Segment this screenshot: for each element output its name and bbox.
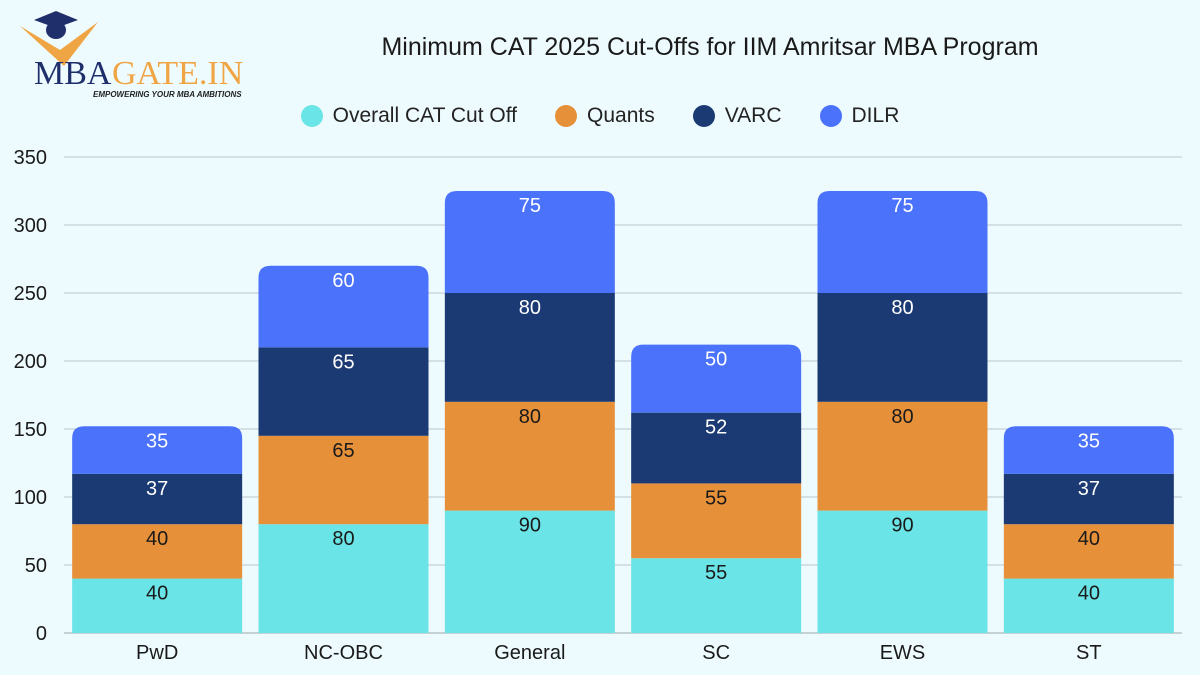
legend-label: DILR [851, 104, 900, 127]
bar-segment [1003, 524, 1174, 579]
bar-segment [258, 435, 429, 525]
data-label: 40 [1078, 528, 1100, 550]
bar-segment [444, 191, 615, 293]
bar-segment [72, 426, 243, 474]
svg-text:EMPOWERING YOUR MBA AMBITIONS: EMPOWERING YOUR MBA AMBITIONS [93, 90, 242, 99]
bar-segment [1003, 426, 1174, 474]
bar-segment [631, 558, 802, 633]
legend-item: VARC [692, 104, 782, 128]
data-label: 80 [519, 297, 541, 319]
legend-swatch [300, 105, 323, 127]
data-label: 55 [705, 562, 727, 584]
data-label: 90 [891, 515, 913, 537]
data-label: 37 [1078, 478, 1100, 500]
data-label: 40 [1078, 583, 1100, 605]
data-label: 40 [146, 583, 168, 605]
x-tick-label: SC [702, 642, 730, 664]
bar-segment [72, 524, 243, 579]
chart-title: Minimum CAT 2025 Cut-Offs for IIM Amrits… [381, 33, 1039, 61]
bar-segment [817, 293, 988, 402]
legend: Overall CAT Cut Off Quants VARC DILR [0, 104, 1200, 128]
bar-segment [258, 265, 429, 348]
data-label: 75 [519, 195, 541, 217]
svg-text:MBA: MBA [34, 55, 112, 92]
data-label: 65 [332, 440, 354, 462]
y-tick-label: 200 [14, 351, 47, 373]
y-tick-label: 100 [14, 487, 47, 509]
data-label: 80 [891, 406, 913, 428]
bar-segment [631, 344, 802, 413]
legend-swatch [819, 105, 842, 127]
y-tick-label: 300 [14, 215, 47, 237]
data-label: 75 [891, 195, 913, 217]
y-tick-label: 150 [14, 419, 47, 441]
bar-segment [817, 510, 988, 633]
bar-segment [817, 191, 988, 293]
legend-swatch [692, 105, 715, 127]
legend-label: VARC [724, 104, 782, 127]
y-tick-label: 250 [14, 283, 47, 305]
bar-segment [258, 524, 429, 633]
mbagate-logo: MBA GATE.IN EMPOWERING YOUR MBA AMBITION… [20, 11, 243, 99]
bar-segment [1003, 473, 1174, 525]
bar-segment [258, 347, 429, 436]
legend-item: DILR [819, 104, 900, 128]
svg-text:GATE.IN: GATE.IN [112, 55, 243, 92]
x-tick-label: EWS [880, 642, 926, 664]
data-label: 65 [332, 351, 354, 373]
bar-segment [444, 293, 615, 402]
data-label: 90 [519, 515, 541, 537]
legend-item: Overall CAT Cut Off [300, 104, 517, 128]
x-tick-label: PwD [136, 642, 178, 664]
data-label: 80 [332, 528, 354, 550]
bar-segment [444, 401, 615, 511]
data-label: 80 [519, 406, 541, 428]
y-tick-label: 0 [36, 623, 47, 645]
data-label: 37 [146, 478, 168, 500]
bar-segment [72, 473, 243, 525]
data-label: 40 [146, 528, 168, 550]
bar-segment [1003, 578, 1174, 633]
y-tick-label: 350 [14, 147, 47, 169]
x-tick-label: General [494, 642, 565, 664]
x-tick-label: NC-OBC [304, 642, 383, 664]
x-tick-label: ST [1076, 642, 1102, 664]
data-label: 80 [891, 297, 913, 319]
data-label: 35 [1078, 430, 1100, 452]
bar-segment [631, 483, 802, 559]
y-tick-label: 50 [25, 555, 47, 577]
bar-segment [444, 510, 615, 633]
data-label: 50 [705, 349, 727, 371]
legend-label: Overall CAT Cut Off [332, 104, 517, 127]
legend-label: Quants [587, 104, 655, 127]
bar-segment [817, 401, 988, 511]
bar-segment [631, 412, 802, 484]
bar-segment [72, 578, 243, 633]
data-label: 55 [705, 487, 727, 509]
data-label: 35 [146, 430, 168, 452]
data-label: 60 [332, 270, 354, 292]
legend-item: Quants [555, 104, 655, 128]
data-label: 52 [705, 417, 727, 439]
legend-swatch [555, 105, 577, 127]
